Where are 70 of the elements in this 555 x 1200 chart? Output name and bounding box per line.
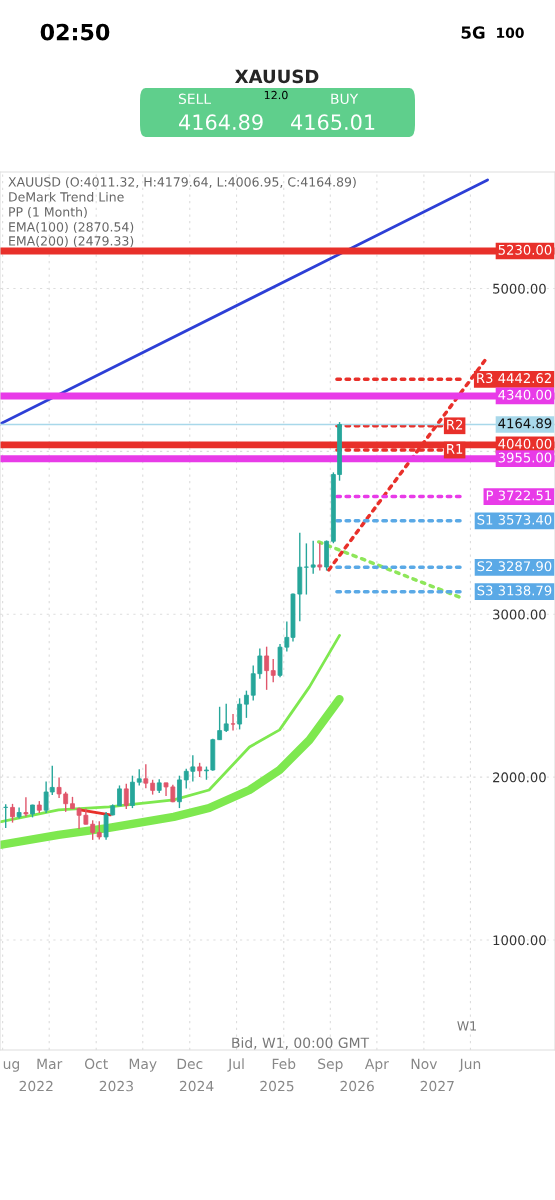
candlestick <box>16 806 22 820</box>
series-label: S2 3287.90 <box>477 561 552 572</box>
text: 4165.01 <box>291 114 375 131</box>
x2-tick-label: 2025 <box>260 1080 294 1092</box>
candlestick <box>117 784 122 807</box>
annotation: EMA(200) (2479.33) <box>9 235 134 248</box>
y-tick-label: 3000.00 <box>493 609 546 620</box>
series-label: R2 <box>447 419 463 430</box>
x2-tick-label: 2022 <box>19 1080 53 1092</box>
candlestick <box>317 542 323 572</box>
text: 100 <box>497 27 524 39</box>
annotation: W1 <box>457 1021 476 1031</box>
text: 12.0 <box>264 90 288 100</box>
annotation: EMA(100) (2870.54) <box>9 221 134 234</box>
x2-tick-label: 2024 <box>179 1080 214 1092</box>
candlestick <box>217 706 223 741</box>
series-label: R3 4442.62 <box>477 373 551 384</box>
candlestick <box>237 697 243 731</box>
x-tick-label: Jun <box>458 1058 481 1072</box>
x-tick-label: Apr <box>364 1058 389 1072</box>
x-tick-label: Feb <box>272 1058 296 1070</box>
y-tick-label: 2000.00 <box>493 772 546 783</box>
text: 02:50 <box>40 23 110 41</box>
chart-title: XAUUSD <box>235 69 319 84</box>
ref-line-label: 5230.00 <box>498 244 552 255</box>
text: 4164.89 <box>179 114 263 131</box>
x2-tick-label: 2027 <box>420 1080 454 1092</box>
candlestick <box>96 820 102 841</box>
annotation: DeMark Trend Line <box>9 191 124 202</box>
ref-line-label: 4164.89 <box>498 418 552 429</box>
candlestick <box>130 774 135 809</box>
series-label: S1 3573.40 <box>477 514 552 525</box>
y-tick-label: 1000.00 <box>493 935 546 946</box>
x2-tick-label: 2026 <box>340 1080 374 1092</box>
candlestick <box>223 703 229 733</box>
candlestick <box>230 713 236 732</box>
x-tick-label: Oct <box>84 1058 108 1070</box>
line-series <box>0 633 341 824</box>
x-tick-label: Nov <box>411 1058 438 1070</box>
candlestick <box>310 539 316 575</box>
candlestick <box>3 803 9 829</box>
text: 5G <box>461 26 485 39</box>
x-tick-label: Mar <box>37 1058 63 1070</box>
x2-tick-label: 2023 <box>99 1080 133 1092</box>
x-tick-label: Sep <box>318 1058 343 1072</box>
series-label: S3 3138.79 <box>477 585 552 596</box>
candlestick <box>143 763 149 789</box>
x-tick-label: Dec <box>177 1058 203 1070</box>
text: BUY <box>331 93 359 105</box>
x-tick-label: ug <box>3 1061 19 1072</box>
annotation: PP (1 Month) <box>9 206 87 219</box>
series-label: P 3722.51 <box>486 490 552 501</box>
annotation: Bid, W1, 00:00 GMT <box>232 1037 370 1050</box>
ref-line-label: 4340.00 <box>498 389 552 400</box>
x-tick-label: May <box>129 1058 157 1072</box>
candlestick <box>177 774 182 809</box>
candlestick <box>123 782 129 810</box>
candlestick <box>244 689 249 719</box>
y-tick-label: 5000.00 <box>493 283 546 294</box>
x-tick-label: Jul <box>227 1058 244 1072</box>
candlestick <box>270 658 276 683</box>
ref-line-label: 3955.00 <box>498 452 552 463</box>
candlestick <box>23 796 29 818</box>
annotation: XAUUSD (O:4011.32, H:4179.64, L:4006.95, C:4164.89) <box>8 176 356 189</box>
candlestick <box>303 542 309 596</box>
legend-label: R1 <box>447 444 463 454</box>
candlestick <box>264 645 270 691</box>
candlestick <box>10 803 15 824</box>
ref-line-label: 4040.00 <box>498 438 552 449</box>
text: SELL <box>178 93 211 105</box>
